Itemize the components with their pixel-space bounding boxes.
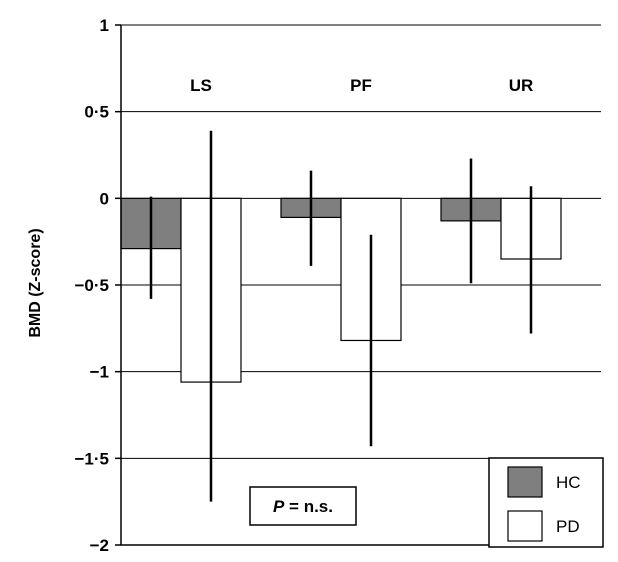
y-tick-label: −1 <box>90 363 109 382</box>
y-axis: 1 0·5 0 −0·5 −1 −1·5 −2 <box>75 16 601 555</box>
y-tick-label: −0·5 <box>75 276 110 295</box>
p-symbol: P <box>273 497 285 516</box>
y-tick-label: −2 <box>90 536 109 555</box>
p-value-text: = n.s. <box>284 497 333 516</box>
legend-swatch-hc <box>507 466 543 498</box>
legend-swatch-pd <box>507 510 543 542</box>
legend: HC PD <box>488 457 604 548</box>
category-labels: LS PF UR <box>190 76 533 95</box>
legend-label-pd: PD <box>556 517 580 536</box>
bars <box>120 197 562 383</box>
category-label: LS <box>190 76 212 95</box>
category-label: PF <box>350 76 372 95</box>
y-tick-label: 0·5 <box>84 103 109 122</box>
category-label: UR <box>509 76 534 95</box>
y-axis-label: BMD (Z-score) <box>27 228 44 337</box>
error-bars <box>149 130 533 502</box>
y-tick-label: 0 <box>100 189 109 208</box>
y-tick-label: −1·5 <box>75 449 110 468</box>
svg-text:P = n.s.: P = n.s. <box>273 497 333 516</box>
p-value-annotation: P = n.s. <box>249 486 357 526</box>
legend-label-hc: HC <box>556 473 581 492</box>
y-tick-label: 1 <box>100 16 109 35</box>
